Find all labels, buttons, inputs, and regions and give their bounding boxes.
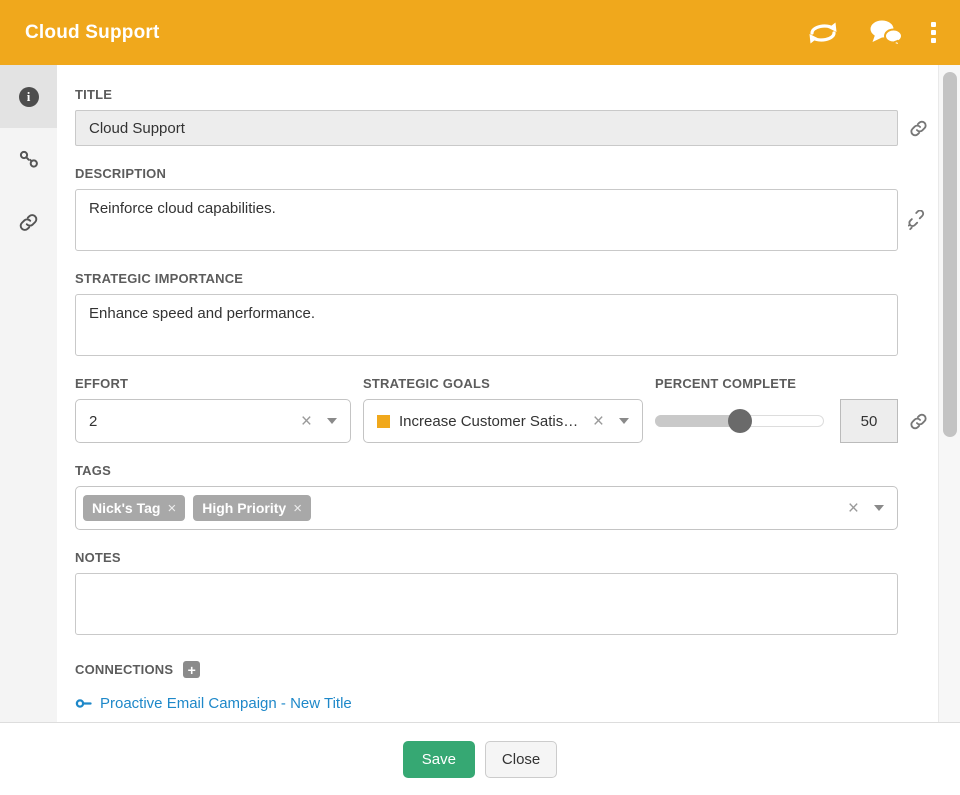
strategic-goals-clear-icon[interactable]: × xyxy=(592,410,604,432)
strategic-importance-label: STRATEGIC IMPORTANCE xyxy=(75,271,244,286)
percent-value-box[interactable]: 50 xyxy=(840,399,898,443)
notes-field-group: NOTES xyxy=(75,550,938,635)
sidebar: i xyxy=(0,65,57,722)
strategic-goals-label: STRATEGIC GOALS xyxy=(363,376,490,391)
link-icon[interactable] xyxy=(908,411,929,432)
strategic-goals-select[interactable]: Increase Customer Satis… × xyxy=(363,399,643,443)
link-icon[interactable] xyxy=(908,118,929,139)
tag-pill: Nick's Tag × xyxy=(83,495,186,521)
connections-label: CONNECTIONS xyxy=(75,662,174,677)
chain-link-icon xyxy=(19,214,38,231)
tags-clear-icon[interactable]: × xyxy=(847,497,859,519)
tags-caret-down-icon[interactable] xyxy=(874,505,884,511)
form-panel: TITLE Cloud Support DESCRIPTION Reinforc… xyxy=(57,65,938,722)
slider-handle[interactable] xyxy=(727,409,752,433)
notes-label: NOTES xyxy=(75,550,121,565)
sidebar-item-relationships[interactable] xyxy=(0,128,57,191)
effort-value: 2 xyxy=(89,412,98,430)
percent-complete-field-group: PERCENT COMPLETE 50 xyxy=(655,376,938,443)
scrollbar-thumb[interactable] xyxy=(943,72,957,437)
add-connection-button[interactable]: + xyxy=(183,661,201,678)
comments-icon[interactable] xyxy=(868,19,904,47)
vertical-scrollbar[interactable] xyxy=(938,65,960,722)
tag-remove-icon[interactable]: × xyxy=(293,499,302,517)
goal-color-swatch xyxy=(377,414,390,428)
plus-icon: + xyxy=(187,661,196,678)
tag-remove-icon[interactable]: × xyxy=(167,499,177,517)
effort-clear-icon[interactable]: × xyxy=(300,410,312,432)
effort-select[interactable]: 2 × xyxy=(75,399,351,443)
connection-node-icon xyxy=(75,699,92,708)
title-label: TITLE xyxy=(75,87,113,102)
percent-slider[interactable] xyxy=(655,409,824,433)
tags-input[interactable]: Nick's Tag × High Priority × × xyxy=(75,486,898,530)
tags-label: TAGS xyxy=(75,463,111,478)
title-field-group: TITLE Cloud Support xyxy=(75,87,938,146)
sync-icon[interactable] xyxy=(805,20,841,46)
page-title: Cloud Support xyxy=(25,21,160,43)
connection-link[interactable]: Proactive Email Campaign - New Title xyxy=(75,695,938,712)
strategic-goals-field-group: STRATEGIC GOALS Increase Customer Satis…… xyxy=(363,376,643,443)
effort-caret-down-icon[interactable] xyxy=(327,418,337,424)
sidebar-item-info[interactable]: i xyxy=(0,65,57,128)
connection-link-text: Proactive Email Campaign - New Title xyxy=(100,695,352,712)
description-field-group: DESCRIPTION Reinforce cloud capabilities… xyxy=(75,166,938,251)
sidebar-item-links[interactable] xyxy=(0,191,57,254)
notes-input[interactable] xyxy=(75,573,898,635)
broken-link-icon[interactable] xyxy=(907,209,929,231)
effort-label: EFFORT xyxy=(75,376,129,391)
close-button[interactable]: Close xyxy=(484,741,558,778)
tag-label: Nick's Tag xyxy=(92,500,161,516)
footer-bar: Save Close xyxy=(0,722,960,795)
save-button[interactable]: Save xyxy=(402,741,475,778)
description-label: DESCRIPTION xyxy=(75,166,167,181)
percent-complete-label: PERCENT COMPLETE xyxy=(655,376,797,391)
info-icon: i xyxy=(18,86,39,107)
slider-fill xyxy=(655,415,741,427)
strategic-importance-field-group: STRATEGIC IMPORTANCE Enhance speed and p… xyxy=(75,271,938,356)
strategic-goals-value: Increase Customer Satis… xyxy=(399,412,579,430)
tag-label: High Priority xyxy=(202,500,287,516)
tags-field-group: TAGS Nick's Tag × High Priority × xyxy=(75,463,938,530)
effort-field-group: EFFORT 2 × xyxy=(75,376,351,443)
strategic-goals-caret-down-icon[interactable] xyxy=(619,418,629,424)
header-bar: Cloud Support xyxy=(0,0,960,65)
key-nodes-icon xyxy=(19,150,38,168)
connections-section: CONNECTIONS + xyxy=(75,661,938,678)
description-input[interactable]: Reinforce cloud capabilities. xyxy=(75,189,898,251)
tag-pill: High Priority × xyxy=(193,495,311,521)
strategic-importance-input[interactable]: Enhance speed and performance. xyxy=(75,294,898,356)
title-input[interactable]: Cloud Support xyxy=(75,110,898,146)
overflow-menu-icon[interactable] xyxy=(931,22,936,43)
